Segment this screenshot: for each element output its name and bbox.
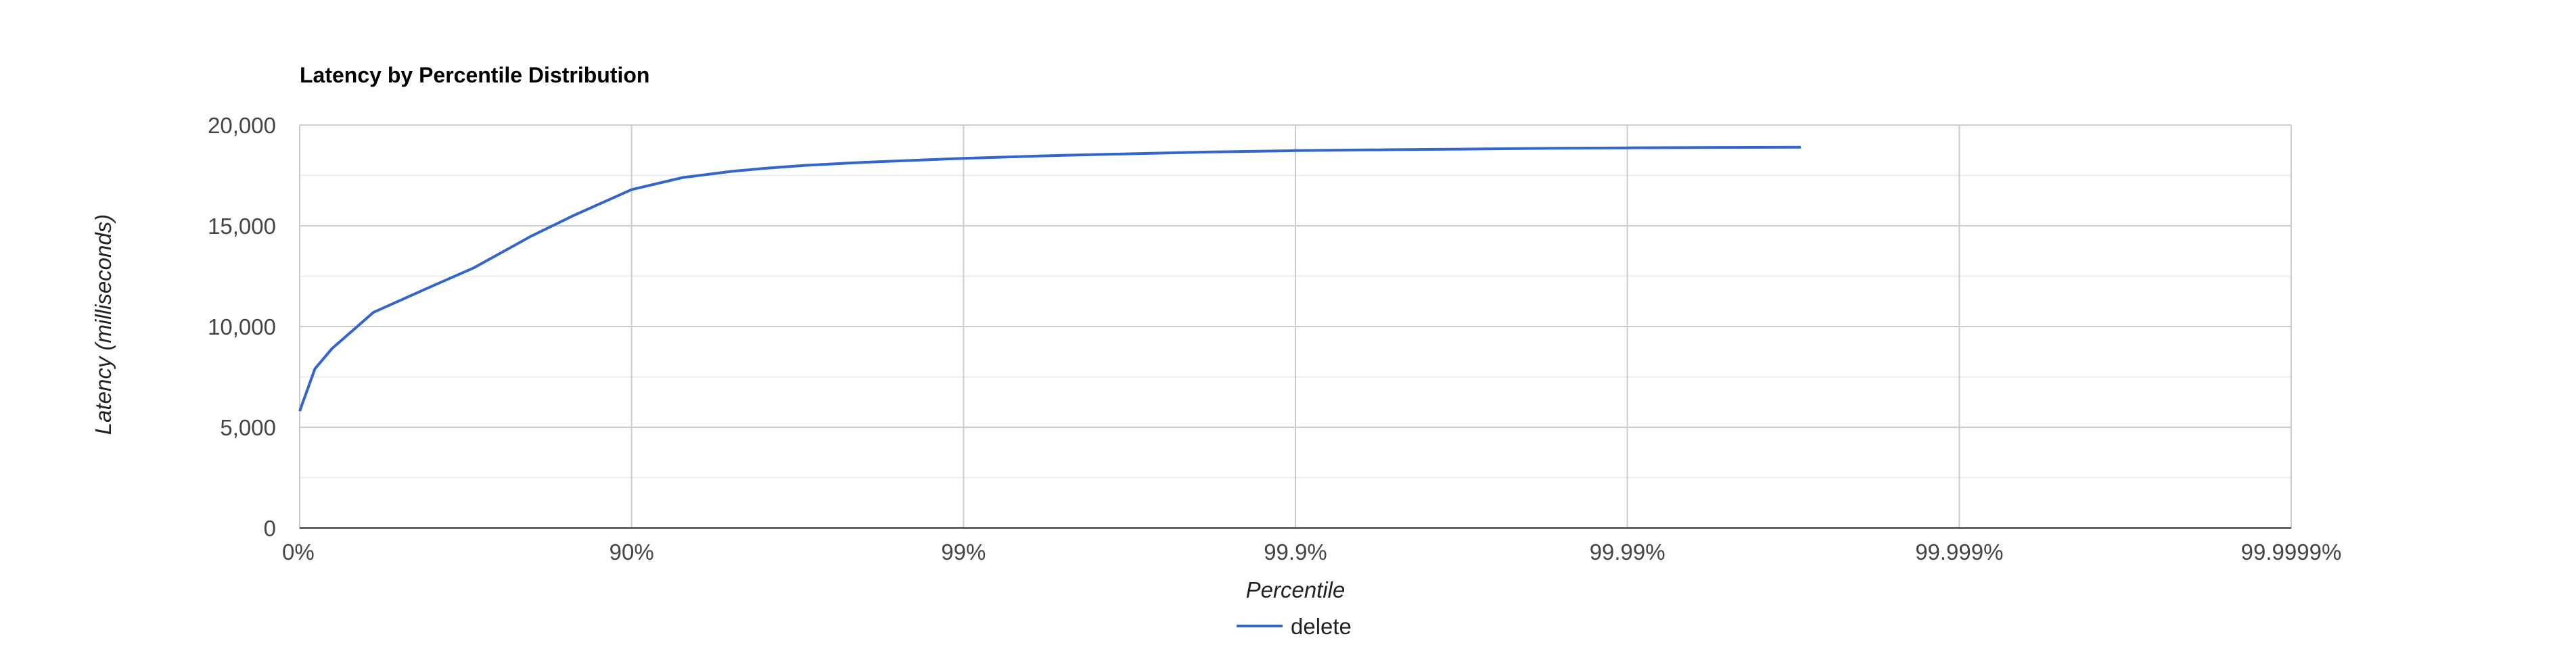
x-tick-label: 99.999% (1915, 539, 2003, 564)
x-tick-labels: 0% 90% 99% 99.9% 99.99% 99.999% 99.9999% (282, 539, 2341, 564)
x-tick-label: 99.9% (1264, 539, 1327, 564)
chart-title: Latency by Percentile Distribution (300, 63, 649, 87)
x-axis-label: Percentile (1246, 577, 1346, 602)
series-lines (298, 145, 1801, 412)
y-tick-label: 5,000 (220, 415, 276, 440)
x-tick-label: 0% (282, 539, 315, 564)
y-tick-label: 0 (264, 516, 276, 541)
y-tick-label: 20,000 (208, 113, 276, 138)
y-tick-label: 15,000 (208, 214, 276, 239)
x-tick-label: 90% (610, 539, 654, 564)
x-tick-label: 99.99% (1590, 539, 1665, 564)
y-axis-label: Latency (milliseconds) (91, 214, 116, 435)
x-tick-label: 99% (941, 539, 986, 564)
gridlines (299, 124, 2292, 529)
y-tick-label: 10,000 (208, 314, 276, 339)
series-line-delete (298, 145, 1801, 412)
y-tick-labels: 0 5,000 10,000 15,000 20,000 (208, 113, 276, 541)
legend: delete (1237, 614, 1352, 639)
x-tick-label: 99.9999% (2241, 539, 2342, 564)
legend-label-delete: delete (1291, 614, 1352, 639)
